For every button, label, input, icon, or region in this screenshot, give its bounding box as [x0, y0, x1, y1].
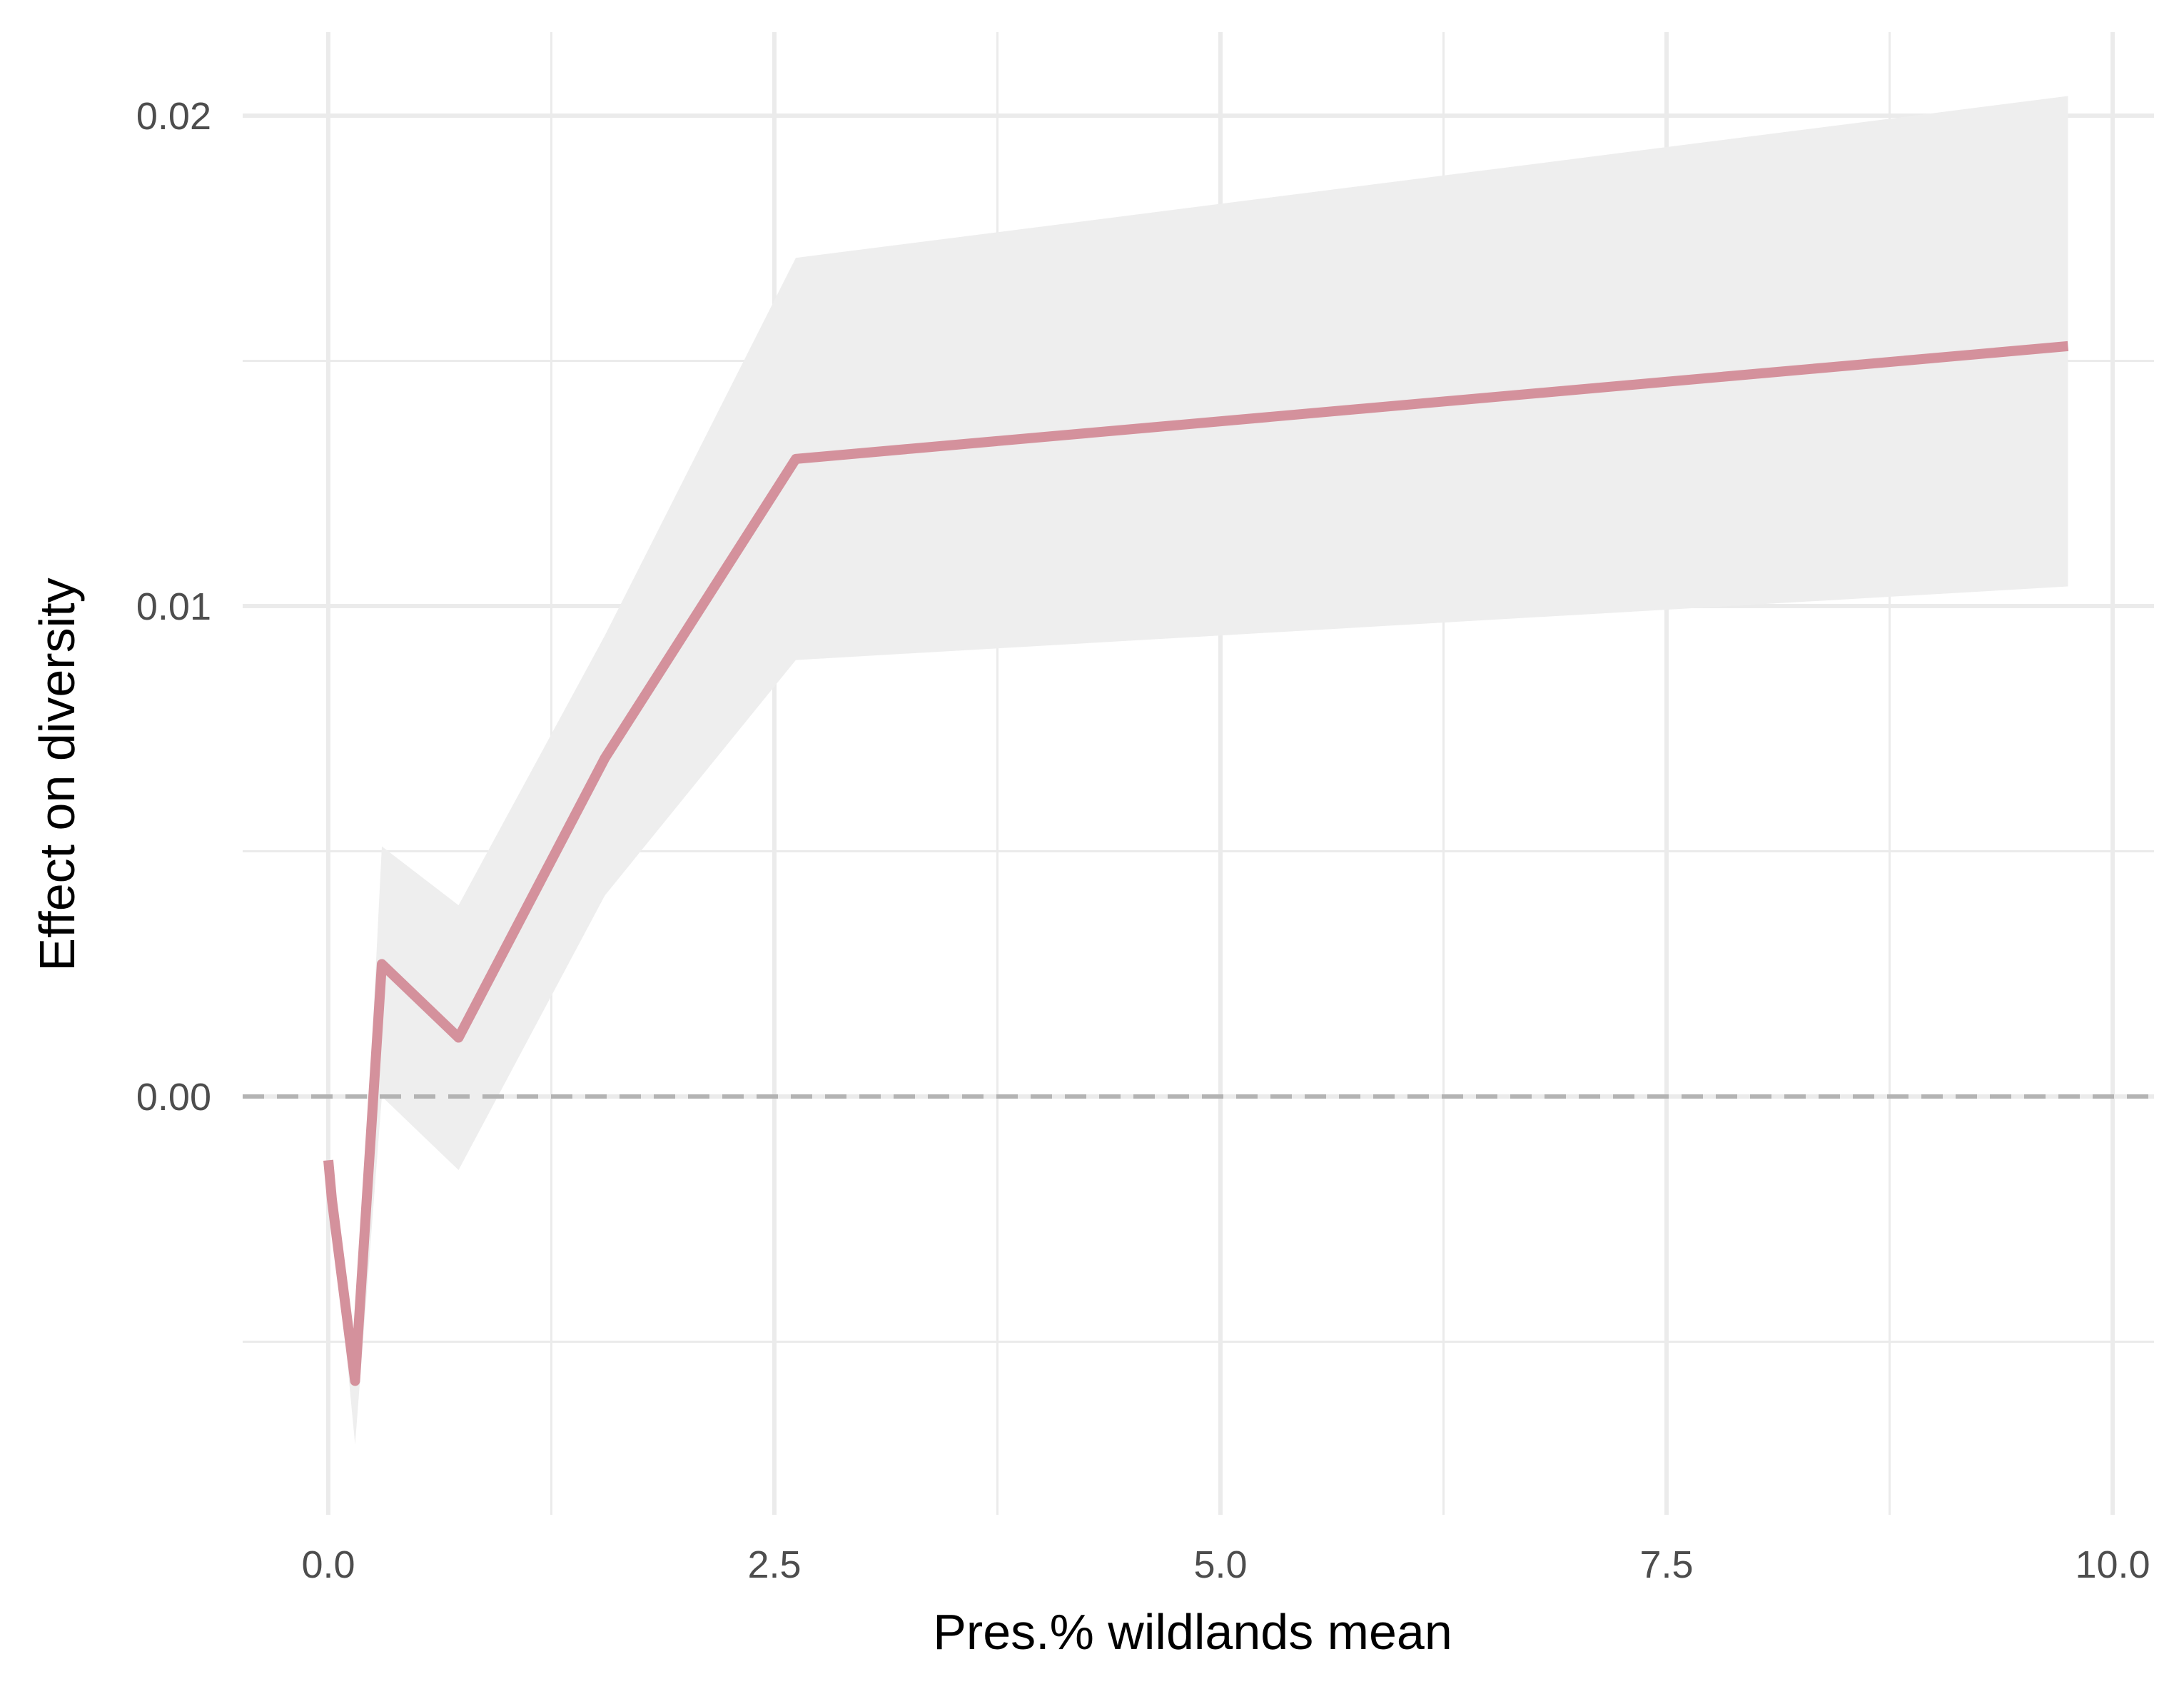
x-tick-label: 7.5: [1639, 1543, 1693, 1586]
series-line: [323, 341, 2069, 1386]
y-tick-label: 0.01: [136, 585, 211, 628]
y-axis-title: Effect on diversity: [29, 578, 85, 971]
y-axis-ticks: 0.00 0.01 0.02: [136, 95, 211, 1119]
x-tick-label: 2.5: [747, 1543, 801, 1586]
confidence-band: [328, 96, 2068, 1445]
y-tick-label: 0.00: [136, 1076, 211, 1119]
x-axis-ticks: 0.0 2.5 5.0 7.5 10.0: [301, 1543, 2150, 1586]
x-tick-label: 5.0: [1193, 1543, 1247, 1586]
series-lines: [323, 341, 2069, 1386]
x-tick-label: 10.0: [2075, 1543, 2150, 1586]
y-tick-label: 0.02: [136, 95, 211, 138]
x-axis-title: Pres.% wildlands mean: [933, 1604, 1452, 1660]
x-tick-label: 0.0: [301, 1543, 355, 1586]
confidence-bands: [328, 96, 2068, 1445]
